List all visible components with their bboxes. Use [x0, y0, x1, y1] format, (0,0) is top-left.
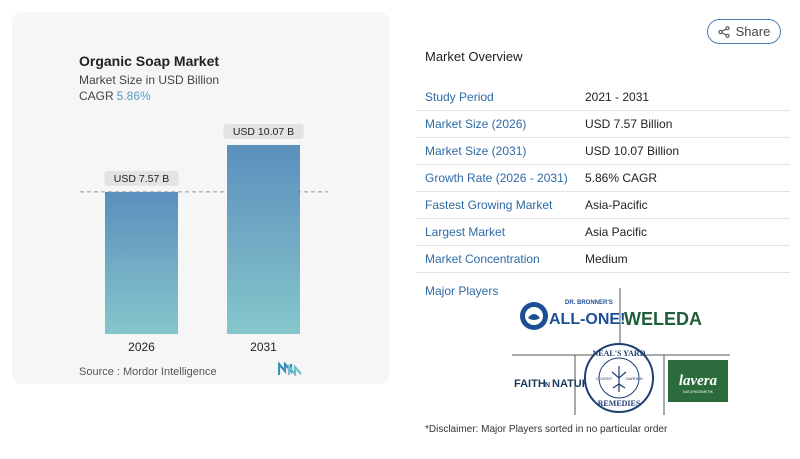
- table-row: Largest Market Asia Pacific: [416, 219, 790, 246]
- major-players-title: Major Players: [425, 284, 499, 298]
- row-value: 5.86% CAGR: [585, 171, 658, 185]
- faith-in-text: IN: [543, 382, 550, 389]
- share-icon: [718, 25, 730, 38]
- lavera-text: lavera: [679, 373, 718, 389]
- neals-yard-logo: NEAL'S YARD REMEDIES COVENT GARDEN: [584, 343, 654, 413]
- cagr-label: CAGR: [79, 89, 114, 103]
- row-value: USD 10.07 Billion: [585, 144, 680, 158]
- chart-subtitle: Market Size in USD Billion: [79, 73, 220, 87]
- row-value: Medium: [585, 252, 628, 266]
- nealsyard-garden-text: GARDEN: [625, 376, 642, 381]
- source-text: Source : Mordor Intelligence: [79, 366, 217, 378]
- share-label: Share: [735, 24, 771, 39]
- table-row: Growth Rate (2026 - 2031) 5.86% CAGR: [416, 165, 790, 192]
- data-label-bg: [104, 170, 179, 186]
- data-label: USD 7.57 B: [114, 173, 169, 185]
- faith-text: FAITH: [514, 378, 546, 390]
- row-key: Growth Rate (2026 - 2031): [425, 171, 568, 185]
- bar-chart: USD 7.57 B 2026 USD 10.07 B 2031: [80, 124, 328, 354]
- row-value: 2021 - 2031: [585, 90, 650, 104]
- x-tick-label: 2026: [128, 340, 155, 354]
- nealsyard-top-text: NEAL'S YARD: [593, 349, 646, 358]
- x-tick-label: 2031: [250, 340, 277, 354]
- row-value: USD 7.57 Billion: [585, 117, 673, 131]
- row-key: Largest Market: [425, 225, 506, 239]
- lavera-sub-text: NATURKOSMETIK: [683, 390, 714, 394]
- bronner-top-text: DR. BRONNER'S: [565, 300, 613, 306]
- chart-title: Organic Soap Market: [79, 53, 220, 69]
- data-label-bg: [223, 124, 304, 139]
- row-value: Asia-Pacific: [585, 198, 648, 212]
- row-key: Market Size (2031): [425, 144, 527, 158]
- chart-cagr: CAGR 5.86%: [79, 89, 151, 103]
- bar-2031: [227, 145, 300, 334]
- faith-nature-text: NATURE: [552, 378, 597, 390]
- nealsyard-bottom-text: REMEDIES: [598, 399, 641, 408]
- nealsyard-covent-text: COVENT: [596, 376, 613, 381]
- row-key: Study Period: [425, 90, 494, 104]
- cagr-value: 5.86%: [116, 89, 151, 103]
- chart-card: [12, 12, 389, 384]
- row-key: Market Concentration: [425, 252, 540, 266]
- bronner-main-text: ALL-ONE!: [549, 311, 625, 328]
- dr-bronners-logo: DR. BRONNER'S ALL-ONE!: [520, 300, 625, 330]
- row-key: Fastest Growing Market: [425, 198, 553, 212]
- table-row: Study Period 2021 - 2031: [416, 84, 790, 111]
- overview-table: Study Period 2021 - 2031 Market Size (20…: [416, 84, 790, 273]
- row-value: Asia Pacific: [585, 225, 648, 239]
- lavera-logo: lavera NATURKOSMETIK: [668, 360, 728, 402]
- table-row: Market Concentration Medium: [416, 246, 790, 273]
- weleda-logo: WELEDA: [624, 309, 702, 329]
- table-row: Market Size (2031) USD 10.07 Billion: [416, 138, 790, 165]
- data-label: USD 10.07 B: [233, 126, 294, 138]
- table-row: Fastest Growing Market Asia-Pacific: [416, 192, 790, 219]
- mordor-logo-icon: [278, 362, 302, 376]
- faith-in-nature-logo: FAITH IN NATURE: [514, 378, 597, 390]
- share-button[interactable]: Share: [707, 19, 781, 44]
- table-row: Market Size (2026) USD 7.57 Billion: [416, 111, 790, 138]
- bar-2026: [105, 191, 178, 334]
- row-key: Market Size (2026): [425, 117, 527, 131]
- overview-title: Market Overview: [425, 49, 523, 64]
- disclaimer-text: *Disclaimer: Major Players sorted in no …: [425, 424, 668, 435]
